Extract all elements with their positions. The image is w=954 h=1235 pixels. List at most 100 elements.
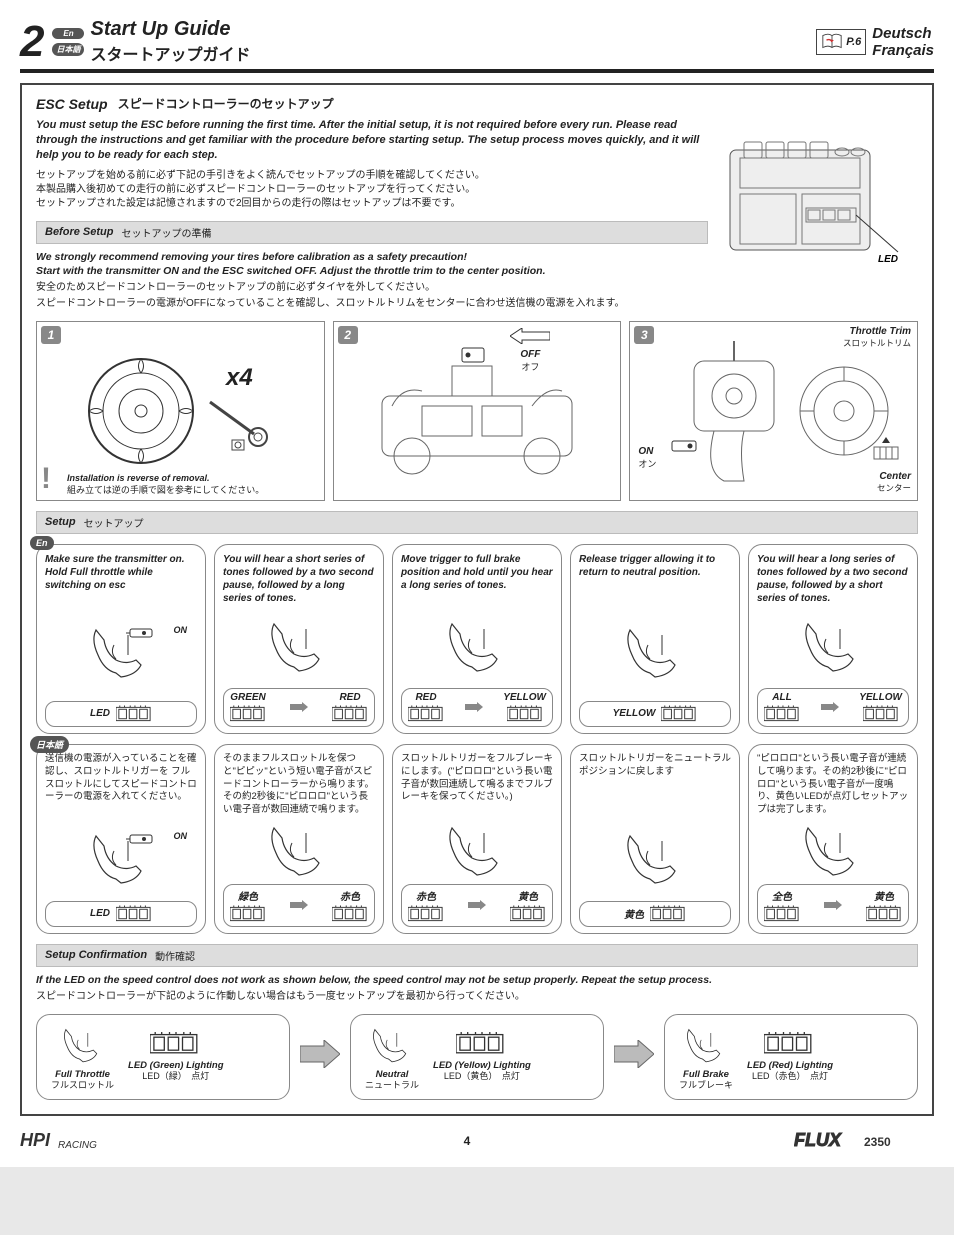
chassis-icon: [362, 336, 592, 486]
arrow-icon: [614, 1040, 654, 1073]
card-illustration: [757, 817, 909, 884]
step-1-num: 1: [41, 326, 61, 344]
card-footer: 全色黄色: [757, 884, 909, 927]
title-jp: スタートアップガイド: [90, 41, 250, 65]
svg-text:RACING: RACING: [58, 1140, 97, 1151]
esc-title-row: ESC Setup スピードコントローラーのセットアップ: [36, 95, 918, 112]
page: 2 En 日本語 Start Up Guide スタートアップガイド P.6 D…: [0, 0, 954, 1167]
page-ref-box: P.6: [816, 29, 866, 55]
on-label: ONオン: [638, 446, 656, 470]
transmitter-icon: [644, 331, 904, 491]
cards-en-wrap: En Make sure the transmitter on. Hold Fu…: [36, 544, 918, 734]
card-text: そのままフルスロットルを保つと"ピピッ"という短い電子音がスピードコントローラー…: [223, 753, 375, 817]
trigger-icon: [682, 1023, 730, 1067]
intro-en: You must setup the ESC before running th…: [36, 118, 708, 163]
section-number: 2: [20, 20, 44, 64]
confirm-bar-jp: 動作確認: [155, 948, 195, 963]
confirm-bar: Setup Confirmation 動作確認: [36, 944, 918, 967]
cards-row-jp: 送信機の電源が入っていることを確認し、スロットルトリガーを フルスロットルにして…: [36, 744, 918, 934]
page-flip-icon: [821, 32, 843, 52]
confirm-row: Full Throttleフルスロットル LED (Green) Lightin…: [36, 1014, 918, 1100]
hpi-logo: HPI RACING: [20, 1126, 140, 1157]
trigger-icon: [368, 1023, 416, 1067]
cards-jp-wrap: 日本語 送信機の電源が入っていることを確認し、スロットルトリガーを フルスロット…: [36, 744, 918, 934]
card-footer: 黄色: [579, 901, 731, 927]
setup-bar-en: Setup: [45, 516, 76, 528]
row-en-bubble: En: [30, 536, 54, 550]
card-footer: GREENRED: [223, 688, 375, 727]
card-footer: 赤色黄色: [401, 884, 553, 927]
row-jp-bubble: 日本語: [30, 736, 69, 753]
before-jp1: 安全のためスピードコントローラーのセットアップの前に必ずタイヤを外してください。: [36, 281, 708, 295]
wheel-icon: [86, 356, 196, 466]
led-icon: [764, 1032, 816, 1058]
throttle-trim-label: Throttle Trim スロットルトリム: [843, 326, 911, 349]
led-label: LED: [878, 254, 898, 265]
card-text: You will hear a short series of tones fo…: [223, 553, 375, 605]
setup-card: スロットルトリガーをフルブレーキにします。("ピロロロ"という長い電子音が数回連…: [392, 744, 562, 934]
exclaim-icon: !: [41, 462, 51, 496]
setup-card: 送信機の電源が入っていることを確認し、スロットルトリガーを フルスロットルにして…: [36, 744, 206, 934]
esc-title-jp: スピードコントローラーのセットアップ: [118, 95, 334, 112]
svg-text:FLUX: FLUX: [794, 1130, 842, 1150]
confirm-group-1: Full Throttleフルスロットル LED (Green) Lightin…: [36, 1014, 290, 1100]
step-1-note: Installation is reverse of removal. 組み立て…: [67, 473, 264, 496]
trigger-icon: [59, 1023, 107, 1067]
before-bar-en: Before Setup: [45, 226, 113, 238]
confirm-bar-en: Setup Confirmation: [45, 949, 147, 961]
card-text: スロットルトリガーをニュートラルポジションに戻します: [579, 753, 731, 817]
card-footer: LED: [45, 901, 197, 927]
card-footer: ALLYELLOW: [757, 688, 909, 727]
card-illustration: ON: [45, 817, 197, 901]
svg-text:HPI: HPI: [20, 1130, 51, 1150]
header-right: P.6 Deutsch Français: [816, 25, 934, 59]
confirm-group-2: Neutralニュートラル LED (Yellow) LightingLED（黄…: [350, 1014, 604, 1100]
esc-illustration: LED: [710, 122, 910, 272]
lang-fr: Français: [872, 42, 934, 59]
arrow-icon: [300, 1040, 340, 1073]
esc-title-en: ESC Setup: [36, 96, 108, 112]
x4-label: x4: [204, 364, 274, 392]
setup-bar: Setup セットアップ: [36, 511, 918, 534]
page-footer: HPI RACING 4 FLUX 2350: [20, 1126, 934, 1157]
title-en: Start Up Guide: [90, 18, 250, 41]
card-illustration: [401, 817, 553, 884]
confirm-group-3: Full Brakeフルブレーキ LED (Red) LightingLED（赤…: [664, 1014, 918, 1100]
led-icon: [456, 1032, 508, 1058]
setup-card: そのままフルスロットルを保つと"ピピッ"という短い電子音がスピードコントローラー…: [214, 744, 384, 934]
setup-card: "ピロロロ"という長い電子音が連続して鳴ります。その約2秒後に"ピロロロ"という…: [748, 744, 918, 934]
intro-jp: セットアップを始める前に必ず下記の手引きをよく読んでセットアップの手順を確認して…: [36, 169, 708, 211]
before-en2: Start with the transmitter ON and the ES…: [36, 264, 708, 279]
confirm-brake: Full Brakeフルブレーキ: [679, 1023, 733, 1091]
step-3-num: 3: [634, 326, 654, 344]
page-number: 4: [464, 1134, 471, 1148]
card-text: スロットルトリガーをフルブレーキにします。("ピロロロ"という長い電子音が数回連…: [401, 753, 553, 817]
svg-text:2350: 2350: [864, 1135, 891, 1149]
card-text: 送信機の電源が入っていることを確認し、スロットルトリガーを フルスロットルにして…: [45, 753, 197, 817]
confirm-led-green: LED (Green) LightingLED（緑） 点灯: [128, 1032, 224, 1082]
main-outline: ESC Setup スピードコントローラーのセットアップ You must se…: [20, 83, 934, 1116]
header-titles: Start Up Guide スタートアップガイド: [90, 18, 250, 65]
center-label: Center センター: [877, 471, 911, 494]
step-3: 3 Throttle Trim スロットルトリム Center センター ONオ…: [629, 321, 918, 501]
card-text: Make sure the transmitter on. Hold Full …: [45, 553, 197, 605]
card-illustration: [223, 817, 375, 884]
axle-icon: [204, 392, 274, 452]
header-langs: Deutsch Français: [872, 25, 934, 59]
card-text: "ピロロロ"という長い電子音が連続して鳴ります。その約2秒後に"ピロロロ"という…: [757, 753, 909, 817]
before-jp2: スピードコントローラーの電源がOFFになっていることを確認し、スロットルトリムを…: [36, 297, 708, 311]
setup-card: Move trigger to full brake position and …: [392, 544, 562, 734]
card-footer: REDYELLOW: [401, 688, 553, 727]
step-2: 2 OFFオフ: [333, 321, 622, 501]
card-text: You will hear a long series of tones fol…: [757, 553, 909, 605]
setup-card: You will hear a short series of tones fo…: [214, 544, 384, 734]
led-icon: [150, 1032, 202, 1058]
card-footer: 緑色赤色: [223, 884, 375, 927]
confirm-led-yellow: LED (Yellow) LightingLED（黄色） 点灯: [433, 1032, 531, 1082]
header-rule: [20, 69, 934, 73]
steps-row: 1 x4 ! In: [36, 321, 918, 501]
step-2-num: 2: [338, 326, 358, 344]
before-bar-jp: セットアップの準備: [121, 225, 211, 240]
setup-card: スロットルトリガーをニュートラルポジションに戻します黄色: [570, 744, 740, 934]
setup-card: Release trigger allowing it to return to…: [570, 544, 740, 734]
